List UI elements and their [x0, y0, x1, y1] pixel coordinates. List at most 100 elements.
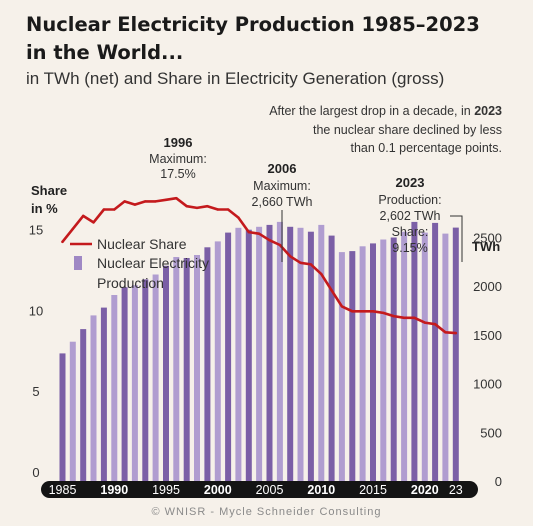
- y-right-tick-2500: 2500: [473, 231, 502, 246]
- share-point-1985: [61, 240, 64, 243]
- share-point-1993: [144, 200, 147, 203]
- x-axis-band: [41, 481, 478, 498]
- bar-2022: [442, 233, 449, 481]
- share-point-2008: [299, 261, 302, 264]
- bar-1993: [142, 279, 149, 481]
- share-point-2020: [423, 321, 426, 324]
- share-point-1998: [195, 206, 199, 210]
- share-point-2000: [216, 208, 219, 211]
- share-point-1988: [92, 221, 95, 224]
- bar-2023: [452, 227, 459, 481]
- bar-2014: [359, 246, 366, 481]
- annotation-2023-line4: 9.15%: [392, 241, 427, 255]
- x-tick-2010: 2010: [307, 483, 335, 497]
- bar-2016: [380, 239, 387, 481]
- y-right-tick-1000: 1000: [473, 377, 502, 392]
- annotation-2023-line2: 2,602 TWh: [380, 209, 441, 223]
- bar-1994: [152, 274, 159, 481]
- bar-2013: [349, 251, 356, 481]
- bar-2020: [421, 232, 428, 481]
- y-right-tick-1500: 1500: [473, 328, 502, 343]
- y-left-tick-0: 0: [32, 465, 39, 480]
- legend-production-label-line2: Production: [97, 275, 164, 291]
- y-right-tick-2000: 2000: [473, 279, 502, 294]
- annotation-2023-line1: Production:: [378, 193, 441, 207]
- bar-1998: [194, 255, 200, 481]
- bar-2015: [370, 243, 376, 481]
- y-left-tick-10: 10: [29, 303, 43, 318]
- share-point-2023: [454, 331, 457, 335]
- x-tick-2015: 2015: [359, 483, 387, 497]
- share-point-1991: [123, 200, 126, 203]
- chart-title-line1: Nuclear Electricity Production 1985–2023: [26, 13, 480, 36]
- bar-2021: [432, 222, 439, 481]
- bar-1996: [173, 257, 180, 481]
- bar-1989: [100, 307, 107, 481]
- annotation-2006-year: 2006: [268, 161, 297, 176]
- share-point-2005: [268, 239, 271, 242]
- y-left-label-line1: Share: [31, 183, 67, 198]
- x-tick-2000: 2000: [204, 483, 232, 497]
- share-point-2019: [413, 316, 416, 319]
- share-point-1987: [82, 214, 85, 218]
- share-point-1989: [102, 208, 106, 211]
- share-point-2022: [444, 331, 447, 334]
- share-point-1999: [206, 205, 209, 208]
- chart-title-line2: in the World...: [26, 41, 184, 64]
- y-left-label-line2: in %: [31, 201, 58, 216]
- share-point-2010: [320, 272, 323, 276]
- bar-1990: [111, 295, 118, 481]
- annotation-1996-line2: 17.5%: [160, 167, 195, 181]
- legend-production-label-line1: Nuclear Electricity: [97, 255, 209, 271]
- bar-2009: [307, 231, 314, 481]
- bar-2006: [276, 221, 283, 481]
- bar-2011: [328, 235, 335, 481]
- bar-1992: [131, 285, 138, 481]
- y-left-ticks: 0 5 10 15: [29, 223, 43, 480]
- bar-1999: [204, 247, 211, 481]
- annotation-1996-line1: Maximum:: [149, 152, 207, 166]
- share-point-1990: [113, 208, 116, 211]
- note-line1: After the largest drop in a decade, in 2…: [269, 104, 502, 118]
- x-tick-1990: 1990: [100, 483, 128, 497]
- x-tick-1985: 1985: [49, 483, 77, 497]
- bar-1987: [80, 329, 87, 481]
- share-point-2003: [247, 230, 250, 234]
- y-right-tick-0: 0: [495, 474, 502, 489]
- bar-1991: [121, 287, 128, 481]
- share-point-2012: [340, 305, 344, 308]
- share-point-2016: [382, 311, 385, 315]
- annotation-2006-line1: Maximum:: [253, 179, 311, 193]
- bar-2000: [214, 241, 221, 481]
- x-tick-2020: 2020: [411, 483, 439, 497]
- share-point-2015: [371, 310, 375, 313]
- bar-1986: [69, 341, 76, 481]
- y-left-tick-5: 5: [32, 384, 39, 399]
- share-point-1986: [71, 227, 75, 231]
- annotation-2023-leader: [450, 215, 463, 262]
- x-tick-23: 23: [449, 483, 463, 497]
- bar-1997: [183, 258, 190, 481]
- line-layer: [61, 196, 458, 335]
- bar-2002: [235, 227, 242, 481]
- bars-layer: [59, 221, 459, 481]
- note-line3: than 0.1 percentage points.: [350, 141, 502, 155]
- share-point-1996: [175, 197, 178, 200]
- bar-2018: [401, 231, 408, 481]
- y-left-tick-15: 15: [29, 223, 43, 238]
- share-point-1995: [164, 198, 168, 201]
- share-point-2013: [351, 310, 354, 313]
- bar-2001: [225, 232, 232, 481]
- share-point-2007: [289, 255, 292, 258]
- bar-2003: [245, 229, 252, 481]
- annotation-1996-year: 1996: [164, 135, 193, 150]
- annotation-2006-line2: 2,660 TWh: [252, 195, 313, 209]
- bar-2019: [411, 221, 418, 481]
- note-line1-year: 2023: [474, 104, 502, 118]
- y-right-label: TWh: [472, 239, 500, 254]
- bar-2007: [287, 226, 294, 481]
- y-right-ticks: 0 500 1000 1500 2000 2500: [473, 231, 502, 490]
- share-point-2014: [361, 310, 364, 313]
- share-point-2011: [330, 289, 333, 292]
